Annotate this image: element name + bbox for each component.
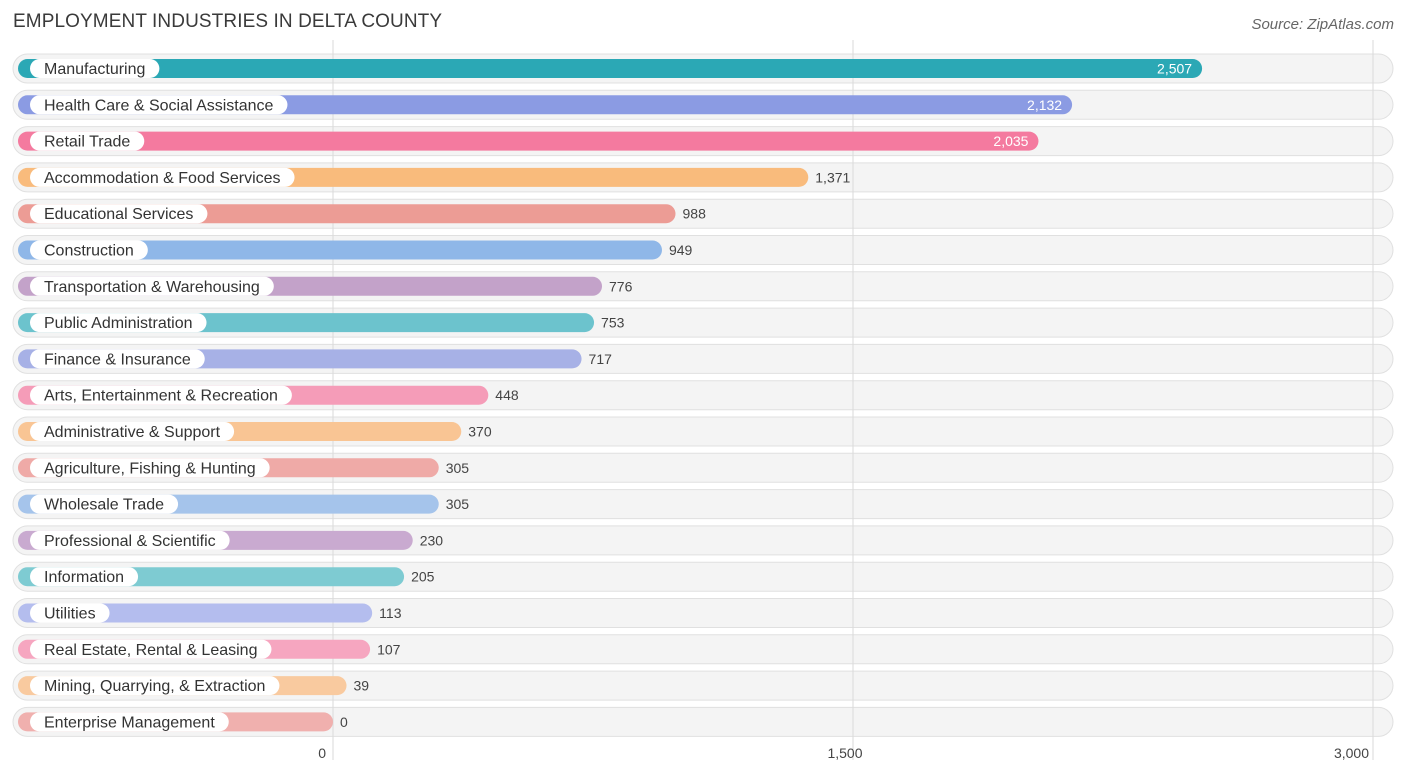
value-label: 2,035 <box>993 133 1028 149</box>
category-label: Construction <box>44 243 134 260</box>
category-label: Real Estate, Rental & Leasing <box>44 642 257 659</box>
value-label: 113 <box>379 605 402 621</box>
label-pill <box>30 639 272 659</box>
category-label: Manufacturing <box>44 61 145 78</box>
category-label: Public Administration <box>44 315 193 332</box>
value-label: 776 <box>609 278 633 294</box>
value-label: 107 <box>377 641 401 657</box>
label-pill <box>30 276 274 296</box>
row-background <box>12 670 1394 701</box>
value-label: 370 <box>468 424 492 440</box>
label-pill <box>30 422 235 441</box>
label-pill <box>30 385 292 405</box>
category-label: Health Care & Social Assistance <box>44 97 274 114</box>
category-label: Agriculture, Fishing & Hunting <box>44 460 256 477</box>
value-label: 39 <box>354 678 370 694</box>
value-label: 717 <box>589 351 613 367</box>
value-label: 2,507 <box>1157 61 1192 77</box>
label-pill <box>30 313 207 333</box>
label-pill <box>30 167 295 187</box>
category-label: Arts, Entertainment & Recreation <box>44 388 278 405</box>
value-label: 1,371 <box>815 169 850 185</box>
label-pill <box>30 676 280 696</box>
category-label: Enterprise Management <box>44 714 215 731</box>
label-pill <box>30 131 145 151</box>
label-pill <box>30 95 288 115</box>
value-label: 305 <box>446 496 470 512</box>
value-label: 448 <box>495 387 519 403</box>
value-label: 305 <box>446 460 470 476</box>
value-label: 988 <box>683 206 707 222</box>
value-label: 205 <box>411 569 435 585</box>
category-label: Administrative & Support <box>44 424 221 441</box>
label-pill <box>30 59 160 78</box>
category-label: Retail Trade <box>44 134 130 151</box>
x-tick-label: 0 <box>318 745 326 761</box>
label-pill <box>30 603 110 623</box>
category-label: Transportation & Warehousing <box>44 279 260 296</box>
value-label: 0 <box>340 714 348 730</box>
category-label: Accommodation & Food Services <box>44 170 281 187</box>
category-label: Professional & Scientific <box>44 533 216 550</box>
label-pill <box>30 712 229 732</box>
category-label: Wholesale Trade <box>44 497 164 514</box>
bar <box>18 240 662 260</box>
label-pill <box>30 204 208 224</box>
value-label: 230 <box>420 532 444 548</box>
category-label: Information <box>44 569 124 586</box>
value-label: 753 <box>601 315 625 331</box>
value-label: 949 <box>669 242 693 258</box>
label-pill <box>30 240 148 260</box>
bar <box>18 59 1203 78</box>
x-tick-label: 3,000 <box>1334 745 1369 761</box>
category-label: Utilities <box>44 606 96 623</box>
source-note: Source: ZipAtlas.com <box>1251 16 1394 33</box>
label-pill <box>30 567 139 587</box>
label-pill <box>30 530 230 550</box>
value-label: 2,132 <box>1027 97 1062 113</box>
x-tick-label: 1,500 <box>827 745 862 761</box>
chart-title: EMPLOYMENT INDUSTRIES IN DELTA COUNTY <box>13 11 443 32</box>
category-label: Mining, Quarrying, & Extraction <box>44 678 265 695</box>
category-label: Educational Services <box>44 206 193 223</box>
label-pill <box>30 349 205 369</box>
row-background <box>12 706 1394 737</box>
bar <box>18 131 1039 151</box>
label-pill <box>30 458 270 478</box>
label-pill <box>30 494 179 514</box>
category-label: Finance & Insurance <box>44 351 191 368</box>
